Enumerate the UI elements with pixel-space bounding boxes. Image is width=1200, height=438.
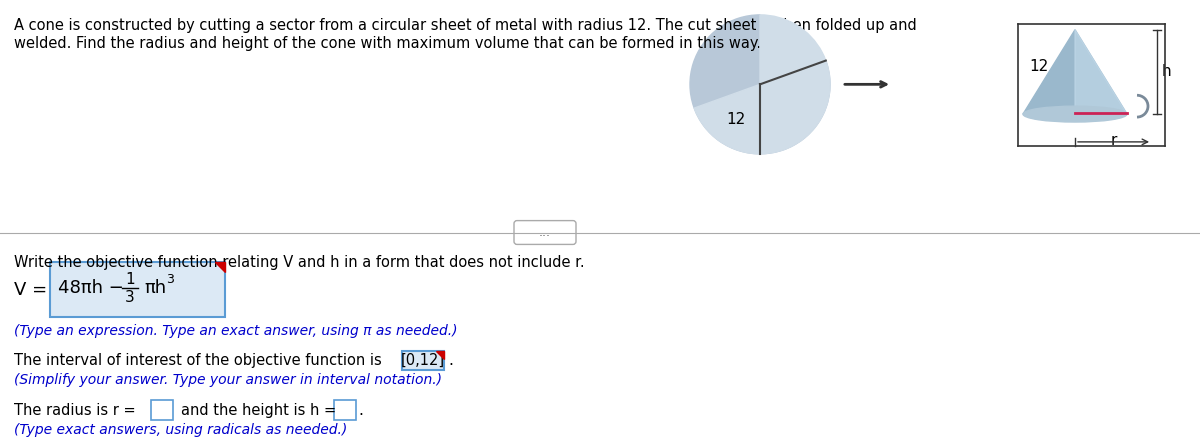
Text: .: . bbox=[358, 403, 362, 417]
Polygon shape bbox=[436, 350, 444, 359]
Text: The interval of interest of the objective function is: The interval of interest of the objectiv… bbox=[14, 353, 382, 368]
Text: r: r bbox=[1110, 133, 1117, 148]
Text: The radius is r =: The radius is r = bbox=[14, 403, 136, 417]
FancyBboxPatch shape bbox=[402, 350, 444, 371]
Polygon shape bbox=[1022, 30, 1127, 114]
FancyBboxPatch shape bbox=[151, 400, 173, 420]
Text: welded. Find the radius and height of the cone with maximum volume that can be f: welded. Find the radius and height of th… bbox=[14, 36, 761, 51]
FancyBboxPatch shape bbox=[514, 221, 576, 244]
Text: (Type exact answers, using radicals as needed.): (Type exact answers, using radicals as n… bbox=[14, 423, 347, 437]
Text: [0,12]: [0,12] bbox=[401, 353, 445, 368]
Text: .: . bbox=[448, 353, 452, 368]
FancyBboxPatch shape bbox=[50, 262, 226, 317]
Text: and the height is h =: and the height is h = bbox=[181, 403, 336, 417]
Text: (Type an expression. Type an exact answer, using π as needed.): (Type an expression. Type an exact answe… bbox=[14, 324, 457, 338]
Polygon shape bbox=[215, 262, 226, 272]
Text: V =: V = bbox=[14, 281, 53, 299]
Polygon shape bbox=[1075, 30, 1127, 114]
Text: h: h bbox=[1162, 64, 1171, 79]
Text: A cone is constructed by cutting a sector from a circular sheet of metal with ra: A cone is constructed by cutting a secto… bbox=[14, 18, 917, 33]
Ellipse shape bbox=[1022, 106, 1127, 122]
Text: 12: 12 bbox=[727, 112, 746, 127]
Text: πh: πh bbox=[144, 279, 166, 297]
Text: ...: ... bbox=[539, 226, 551, 239]
Text: 3: 3 bbox=[125, 290, 134, 305]
Text: 48πh −: 48πh − bbox=[58, 279, 130, 297]
Wedge shape bbox=[690, 15, 830, 154]
Text: 12: 12 bbox=[1030, 60, 1049, 74]
Text: Write the objective function relating V and h in a form that does not include r.: Write the objective function relating V … bbox=[14, 255, 584, 270]
Wedge shape bbox=[695, 15, 830, 154]
Text: 1: 1 bbox=[125, 272, 134, 287]
Text: 3: 3 bbox=[166, 273, 174, 286]
Text: (Simplify your answer. Type your answer in interval notation.): (Simplify your answer. Type your answer … bbox=[14, 373, 442, 387]
FancyBboxPatch shape bbox=[334, 400, 356, 420]
